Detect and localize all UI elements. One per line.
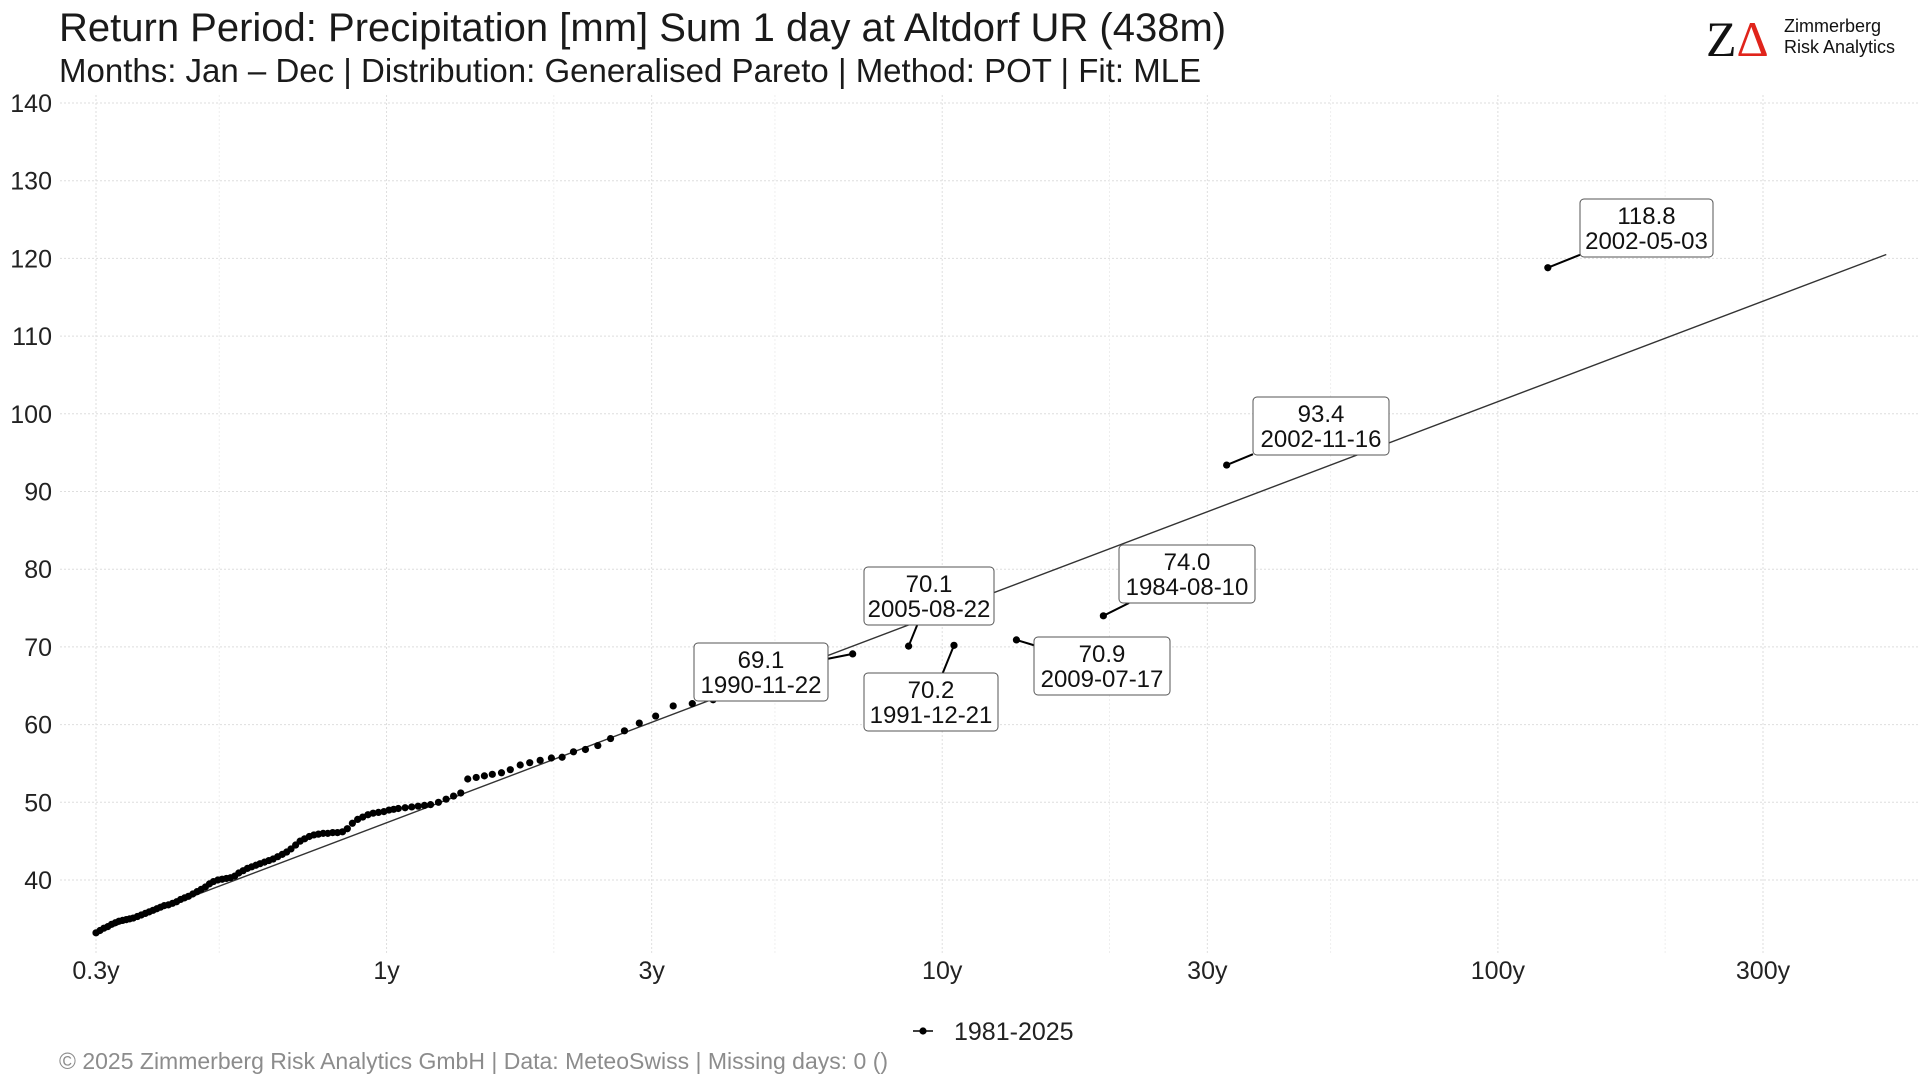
data-point bbox=[374, 808, 383, 817]
y-tick-label: 70 bbox=[24, 634, 52, 662]
annotation-box bbox=[1252, 396, 1390, 456]
annotation-leader bbox=[941, 644, 955, 674]
logo-z: Z bbox=[1706, 11, 1737, 67]
annotation-date: 2005-08-22 bbox=[868, 596, 991, 623]
x-tick-label: 0.3y bbox=[72, 957, 120, 985]
chart-subtitle: Months: Jan – Dec | Distribution: Genera… bbox=[59, 52, 1202, 89]
annotation-leader bbox=[1547, 253, 1581, 269]
data-point bbox=[348, 819, 356, 827]
data-point bbox=[652, 712, 660, 720]
data-point bbox=[488, 770, 496, 778]
data-point bbox=[497, 769, 506, 777]
annotation-date: 2002-05-03 bbox=[1585, 228, 1708, 255]
logo-mark: ZΔ bbox=[1706, 12, 1769, 66]
legend-label: 1981-2025 bbox=[954, 1018, 1074, 1046]
annotation-leader bbox=[1016, 638, 1035, 647]
annotation-value: 70.9 bbox=[1079, 641, 1126, 668]
annotation-value: 69.1 bbox=[738, 647, 785, 674]
annotation-value: 74.0 bbox=[1164, 549, 1211, 576]
annotation-value: 118.8 bbox=[1617, 203, 1675, 230]
y-tick-label: 140 bbox=[10, 90, 52, 118]
annotation-box bbox=[863, 672, 999, 732]
data-point bbox=[594, 741, 602, 750]
data-point bbox=[401, 804, 409, 812]
y-tick-label: 40 bbox=[24, 867, 52, 895]
data-point bbox=[620, 727, 629, 735]
annotation-date: 1991-12-21 bbox=[870, 702, 993, 729]
y-tick-label: 120 bbox=[10, 245, 52, 273]
y-tick-label: 90 bbox=[24, 479, 52, 507]
logo-text: Zimmerberg Risk Analytics bbox=[1784, 16, 1895, 58]
x-tick-label: 300y bbox=[1736, 957, 1791, 985]
logo-delta: Δ bbox=[1736, 11, 1769, 67]
y-tick-label: 130 bbox=[10, 168, 52, 196]
data-point bbox=[536, 756, 544, 764]
annotation-date: 1984-08-10 bbox=[1126, 574, 1249, 601]
data-point bbox=[434, 798, 443, 806]
company-logo: ZΔ Zimmerberg Risk Analytics bbox=[1706, 12, 1906, 68]
y-tick-label: 80 bbox=[24, 556, 52, 584]
annotation-leader bbox=[1102, 602, 1130, 617]
annotation-value: 70.2 bbox=[908, 677, 955, 704]
annotation-leader bbox=[1226, 453, 1254, 467]
chart-title: Return Period: Precipitation [mm] Sum 1 … bbox=[59, 6, 1227, 50]
points-layer bbox=[92, 264, 1552, 937]
data-point bbox=[442, 795, 450, 803]
annotation-date: 2002-11-16 bbox=[1261, 426, 1382, 453]
data-point bbox=[449, 792, 458, 800]
annotation-value: 70.1 bbox=[906, 571, 953, 598]
data-point bbox=[526, 759, 534, 767]
data-point bbox=[606, 734, 615, 743]
annotation-leader bbox=[907, 624, 919, 647]
annotation-date: 2009-07-17 bbox=[1041, 666, 1164, 693]
y-tick-label: 110 bbox=[12, 323, 52, 351]
data-point bbox=[426, 801, 435, 809]
data-point bbox=[408, 803, 416, 811]
data-point bbox=[669, 702, 677, 710]
legend: 1981-2025 bbox=[913, 1018, 1074, 1046]
annotation-box bbox=[693, 642, 829, 702]
data-point bbox=[581, 745, 590, 754]
axes: 40 50 60 70 80 90 100 110 120 130 140 0.3y 1y 3y 10y 30… bbox=[10, 90, 1790, 985]
data-point bbox=[472, 773, 480, 782]
grid bbox=[60, 95, 1920, 955]
data-point bbox=[688, 700, 696, 708]
data-point bbox=[369, 809, 377, 817]
annotation-box bbox=[1579, 198, 1714, 258]
data-point bbox=[569, 748, 578, 756]
data-point bbox=[394, 804, 402, 813]
data-point bbox=[343, 825, 351, 833]
data-point bbox=[480, 772, 488, 780]
data-point bbox=[635, 719, 643, 727]
x-tick-label: 1y bbox=[373, 957, 400, 985]
legend-point-key bbox=[919, 1027, 927, 1035]
data-point bbox=[420, 801, 429, 810]
annotation-box bbox=[863, 566, 995, 626]
annotation-box bbox=[1118, 544, 1256, 604]
x-tick-label: 3y bbox=[638, 957, 665, 985]
data-point bbox=[547, 754, 555, 762]
y-tick-label: 50 bbox=[24, 789, 52, 817]
footer-credits: © 2025 Zimmerberg Risk Analytics GmbH | … bbox=[59, 1048, 889, 1074]
data-point bbox=[506, 766, 514, 774]
data-point bbox=[516, 761, 524, 769]
annotation-value: 93.4 bbox=[1298, 401, 1345, 428]
data-point bbox=[1099, 612, 1107, 620]
logo-line-2: Risk Analytics bbox=[1784, 37, 1896, 57]
data-point bbox=[464, 775, 472, 783]
annotation-date: 1990-11-22 bbox=[701, 672, 822, 699]
data-point bbox=[457, 789, 465, 797]
y-tick-label: 100 bbox=[10, 401, 52, 429]
logo-line-1: Zimmerberg bbox=[1784, 16, 1882, 36]
x-tick-label: 30y bbox=[1187, 957, 1228, 985]
x-tick-label: 100y bbox=[1471, 957, 1526, 985]
annotation-box bbox=[1033, 636, 1171, 696]
x-tick-label: 10y bbox=[922, 957, 963, 985]
annotation-leader bbox=[827, 652, 853, 660]
y-tick-label: 60 bbox=[24, 712, 52, 740]
data-point bbox=[414, 802, 422, 810]
data-point bbox=[558, 753, 566, 761]
